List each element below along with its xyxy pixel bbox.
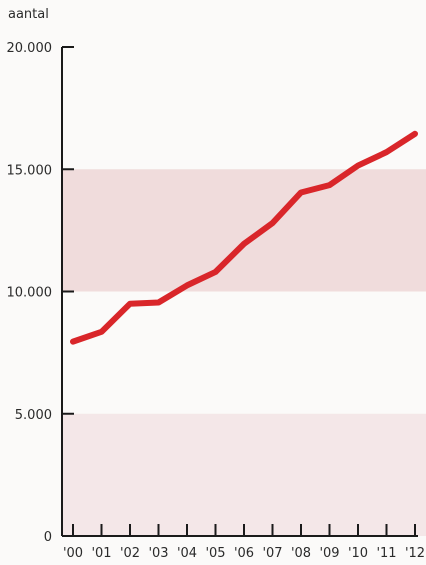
data-point [357,165,359,167]
y-tick-label: 10.000 [7,286,53,301]
y-tick-label: 5.000 [15,408,52,423]
data-point [243,243,245,245]
data-point [215,271,216,273]
data-point [414,133,416,135]
x-tick-label: '08 [291,546,311,561]
x-tick-label: '10 [348,546,368,561]
data-point [129,303,131,305]
series-layer [70,130,418,345]
data-point [300,191,302,193]
data-point [386,151,387,153]
x-tick-label: '01 [91,546,111,561]
y-axis-title: aantal [8,7,49,22]
y-tick-label: 0 [44,530,52,545]
x-tick-label: '09 [319,546,339,561]
y-tick-label: 15.000 [7,163,53,178]
data-point [329,184,330,186]
x-tick-label: '05 [205,546,225,561]
data-point [186,284,188,286]
x-axis-ticks: '00 '01 '02 '03 '04 '05 '06 '07 '08 '09 '10 '11 '12 [63,524,425,561]
background-bands [62,169,426,536]
x-tick-label: '11 [376,546,396,561]
x-tick-label: '12 [405,546,425,561]
x-tick-label: '07 [262,546,282,561]
data-point [72,341,74,343]
x-tick-label: '06 [234,546,254,561]
x-tick-label: '03 [148,546,168,561]
x-tick-label: '04 [177,546,197,561]
x-tick-label: '02 [120,546,140,561]
data-point [272,222,273,224]
data-point [158,302,159,304]
data-point [101,331,102,333]
band-0 [62,169,426,292]
band-1 [62,413,426,536]
y-axis-ticks: 0 5.000 10.000 15.000 20.000 [7,41,74,545]
x-tick-label: '00 [63,546,83,561]
y-tick-label: 20.000 [7,41,53,56]
